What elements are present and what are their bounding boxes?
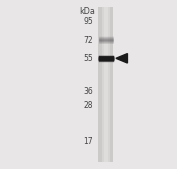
Text: kDa: kDa bbox=[80, 7, 96, 16]
Polygon shape bbox=[116, 54, 127, 63]
Bar bbox=[98, 7, 113, 162]
Text: 95: 95 bbox=[83, 17, 93, 26]
Bar bbox=[102, 7, 110, 162]
Bar bbox=[104, 7, 108, 162]
Text: 17: 17 bbox=[83, 137, 93, 146]
Text: 55: 55 bbox=[83, 54, 93, 63]
Text: 28: 28 bbox=[83, 101, 93, 110]
Text: 72: 72 bbox=[83, 36, 93, 45]
Text: 36: 36 bbox=[83, 87, 93, 96]
